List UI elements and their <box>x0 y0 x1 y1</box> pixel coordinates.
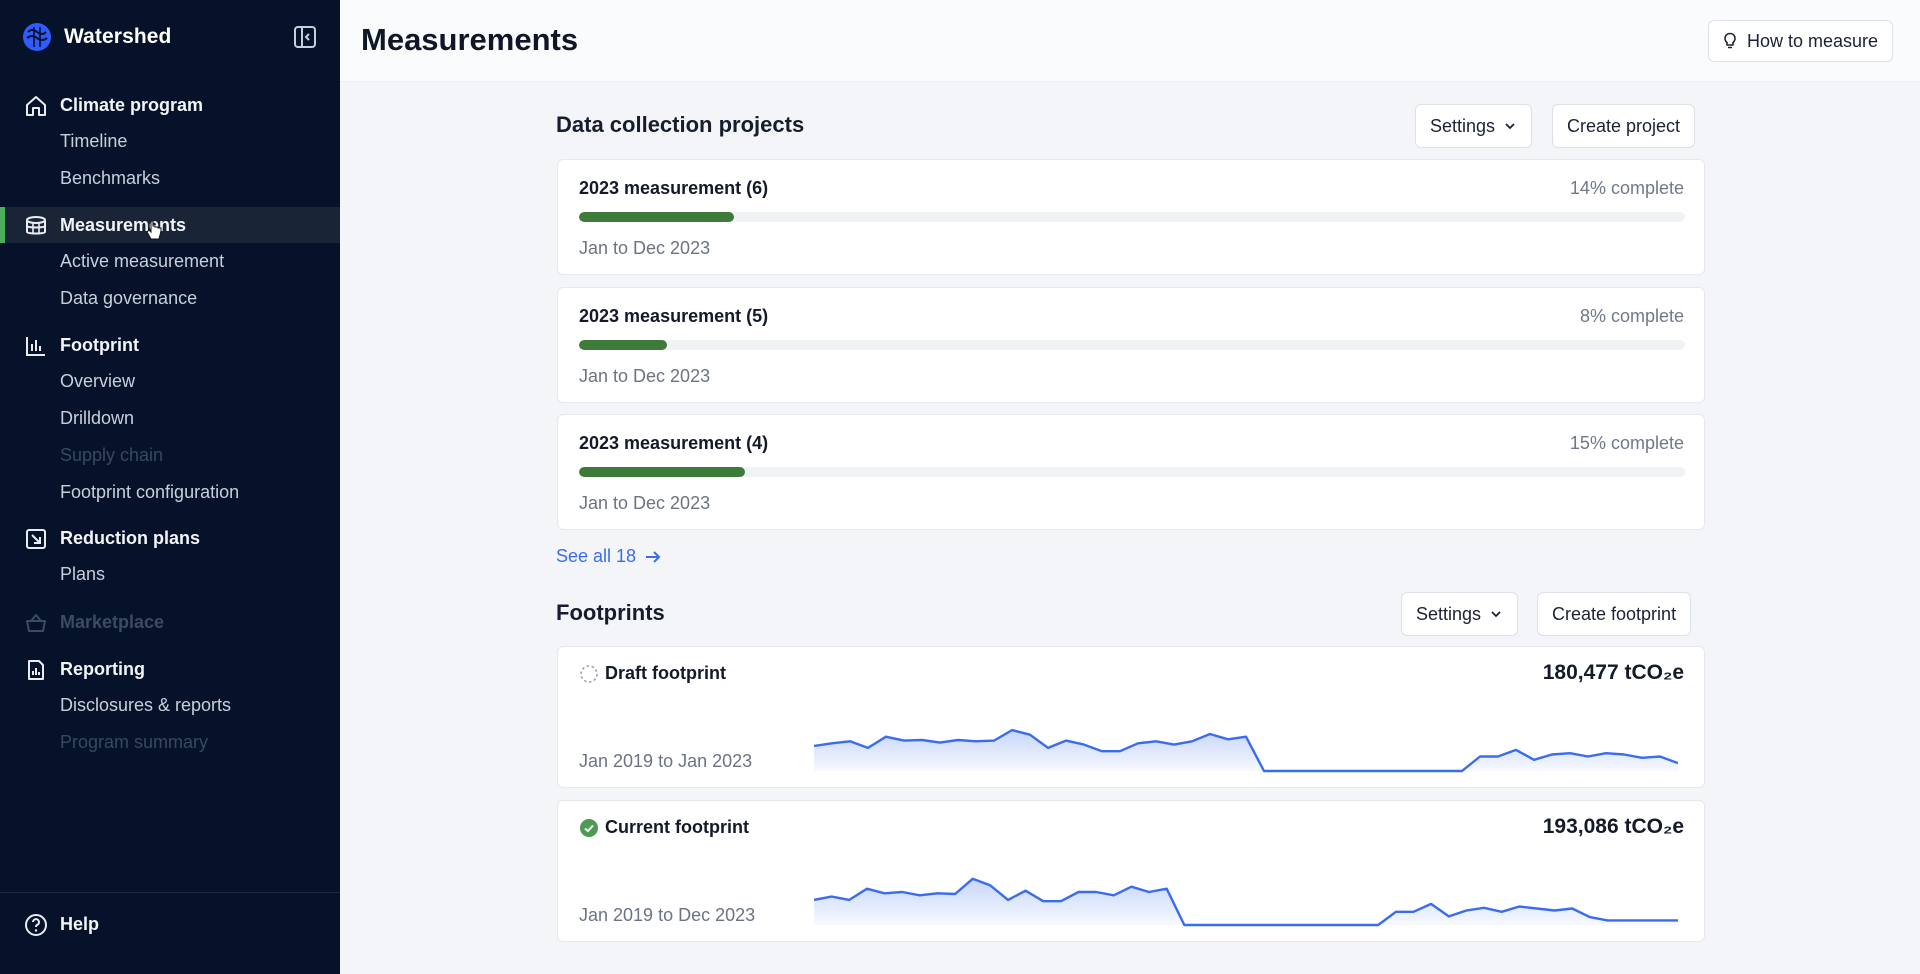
basket-icon <box>26 614 46 632</box>
brand[interactable]: Watershed <box>22 22 171 52</box>
project-percent: 14% complete <box>1569 178 1684 198</box>
footprint-name: Current footprint <box>605 817 749 837</box>
lightbulb-icon <box>1724 32 1736 49</box>
projects-settings-button[interactable]: Settings <box>1415 104 1533 148</box>
help-button[interactable]: Help <box>0 907 340 943</box>
project-date: Jan to Dec 2023 <box>579 366 711 386</box>
sparkline-area <box>814 878 1678 925</box>
arrow-right-icon <box>646 550 661 563</box>
sidebar-subitem-supply-chain: Supply chain <box>60 445 164 465</box>
report-icon <box>28 660 44 680</box>
sidebar-item-footprint[interactable]: Footprint <box>0 327 340 363</box>
brand-name: Watershed <box>64 25 172 48</box>
page-title: Measurements <box>361 22 579 57</box>
sidebar-item-climate-program[interactable]: Climate program <box>0 87 340 123</box>
database-icon <box>26 216 46 235</box>
settings-label: Settings <box>1416 603 1482 624</box>
help-icon <box>25 914 47 936</box>
sparkline-area <box>814 730 1678 771</box>
footprint-card[interactable]: Draft footprint 180,477 tCO₂e Jan 2019 t… <box>557 646 1705 788</box>
project-progress-fill <box>579 340 668 350</box>
see-all-projects-link[interactable]: See all 18 <box>556 546 662 567</box>
sidebar-subitem-footprint-configuration[interactable]: Footprint configuration <box>60 482 240 502</box>
sidebar-divider <box>0 892 340 893</box>
footprint-value: 180,477 tCO₂e <box>1542 661 1684 684</box>
sparkline-line <box>814 728 1678 773</box>
sidebar-subitem-drilldown[interactable]: Drilldown <box>60 408 135 428</box>
project-progress-bar <box>579 212 1685 222</box>
project-progress-bar <box>579 340 1685 350</box>
create-footprint-label: Create footprint <box>1552 603 1677 624</box>
sidebar-item-marketplace: Marketplace <box>0 604 340 640</box>
check-circle-icon <box>580 819 598 837</box>
sidebar-item-measurements[interactable]: Measurements <box>0 207 340 243</box>
footprint-sparkline <box>814 728 1678 773</box>
footprint-date: Jan 2019 to Jan 2023 <box>579 751 753 771</box>
project-percent: 8% complete <box>1579 306 1684 326</box>
settings-label: Settings <box>1430 115 1496 136</box>
sidebar-subitem-program-summary: Program summary <box>60 732 209 752</box>
footprint-value: 193,086 tCO₂e <box>1542 815 1684 838</box>
footprint-name: Draft footprint <box>605 663 726 683</box>
project-percent: 15% complete <box>1569 433 1684 453</box>
watershed-logo-icon <box>23 23 51 51</box>
sidebar-subitem-disclosures-reports[interactable]: Disclosures & reports <box>60 695 232 715</box>
sidebar-item-reporting[interactable]: Reporting <box>0 651 340 687</box>
footprints-section-title: Footprints <box>556 600 665 625</box>
footprint-date: Jan 2019 to Dec 2023 <box>579 905 756 925</box>
sidebar-item-label: Measurements <box>60 214 187 235</box>
sparkline-line <box>814 877 1678 927</box>
create-footprint-button[interactable]: Create footprint <box>1537 592 1692 636</box>
collapse-sidebar-icon[interactable] <box>292 24 318 50</box>
project-progress-bar <box>579 467 1685 477</box>
create-project-button[interactable]: Create project <box>1552 104 1696 148</box>
project-date: Jan to Dec 2023 <box>579 238 711 258</box>
project-progress-fill <box>579 467 745 477</box>
chevron-down-icon <box>1491 611 1501 618</box>
see-all-label: See all 18 <box>556 546 637 566</box>
mouse-pointer-icon <box>146 220 162 240</box>
project-name: 2023 measurement (6) <box>579 178 769 198</box>
project-name: 2023 measurement (4) <box>579 433 769 453</box>
sidebar-item-reduction-plans[interactable]: Reduction plans <box>0 520 340 556</box>
sidebar-subitem-benchmarks[interactable]: Benchmarks <box>60 168 161 188</box>
sidebar-subitem-active-measurement[interactable]: Active measurement <box>60 251 225 271</box>
project-name: 2023 measurement (5) <box>579 306 769 326</box>
project-progress-fill <box>579 212 734 222</box>
sidebar-subitem-timeline[interactable]: Timeline <box>60 131 128 151</box>
footprint-sparkline <box>814 877 1678 927</box>
page-header: Measurements How to measure <box>340 0 1920 82</box>
sidebar-item-label: Climate program <box>60 94 204 115</box>
sidebar-subitem-overview[interactable]: Overview <box>60 371 136 391</box>
sidebar-item-label: Footprint <box>60 334 139 355</box>
project-card[interactable]: 2023 measurement (4) 15% complete Jan to… <box>557 414 1705 530</box>
footprint-card[interactable]: Current footprint 193,086 tCO₂e Jan 2019… <box>557 800 1705 942</box>
home-icon <box>26 96 46 116</box>
sidebar-item-label: Reporting <box>60 658 145 679</box>
arrow-down-right-icon <box>26 529 46 549</box>
sidebar-subitem-data-governance[interactable]: Data governance <box>60 288 198 308</box>
footprints-settings-button[interactable]: Settings <box>1401 592 1519 636</box>
project-card[interactable]: 2023 measurement (6) 14% complete Jan to… <box>557 159 1705 275</box>
sidebar-subitem-plans[interactable]: Plans <box>60 564 106 584</box>
sidebar-item-label: Reduction plans <box>60 527 201 548</box>
how-to-measure-label: How to measure <box>1747 30 1879 51</box>
project-date: Jan to Dec 2023 <box>579 493 711 513</box>
sidebar: Watershed Climate program Timeline Bench… <box>0 0 340 974</box>
how-to-measure-button[interactable]: How to measure <box>1708 20 1894 62</box>
help-label: Help <box>60 914 100 934</box>
chevron-down-icon <box>1505 123 1515 130</box>
draft-status-icon <box>580 665 598 683</box>
bar-chart-icon <box>26 337 45 356</box>
sidebar-item-label: Marketplace <box>60 611 165 632</box>
project-card[interactable]: 2023 measurement (5) 8% complete Jan to … <box>557 287 1705 403</box>
projects-section-title: Data collection projects <box>556 112 805 137</box>
create-project-label: Create project <box>1567 115 1681 136</box>
